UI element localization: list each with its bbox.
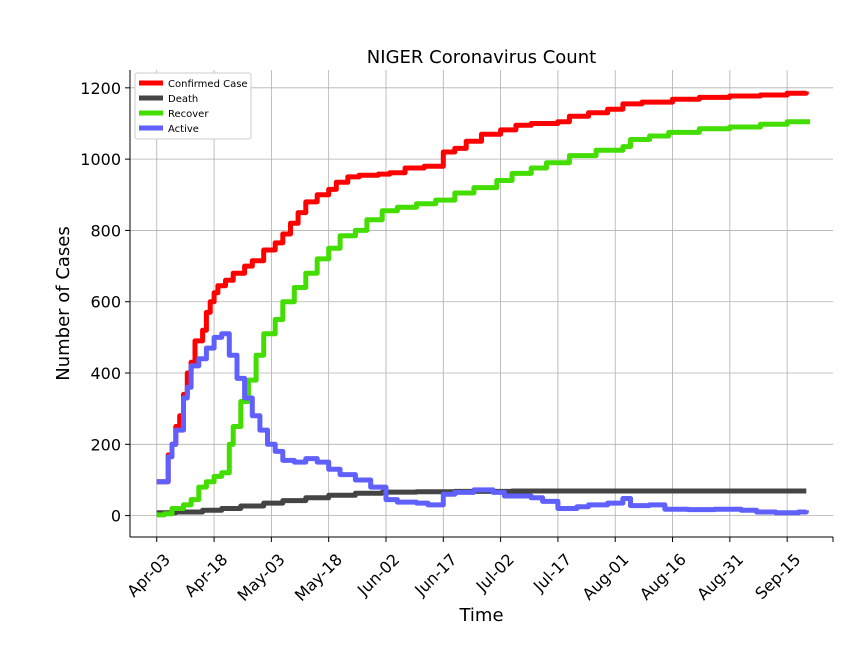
x-tick-label: Jun-17 (410, 550, 460, 600)
y-tick-label: 400 (90, 364, 121, 383)
x-tick-label: May-03 (234, 550, 289, 605)
series-lines (156, 90, 811, 518)
y-tick-label: 0 (111, 507, 121, 526)
y-tick-label: 200 (90, 435, 121, 454)
x-ticks: Apr-03 Apr-18 May-03 May-18 Jun-02 Jun-17 Jul-… (123, 537, 834, 605)
series-line-recover (156, 119, 811, 518)
y-axis-title: Number of Cases (53, 226, 74, 381)
x-tick-label: Apr-18 (181, 550, 232, 601)
legend-label: Death (168, 94, 198, 105)
legend-label: Recover (168, 109, 209, 120)
chart-title: NIGER Coronavirus Count (367, 47, 596, 68)
y-tick-label: 600 (90, 293, 121, 312)
x-tick-label: Aug-16 (636, 550, 690, 604)
series-line-confirmed-case (156, 90, 809, 485)
legend-label: Active (168, 124, 199, 135)
y-tick-label: 1000 (80, 150, 121, 169)
x-tick-label: Aug-01 (579, 550, 633, 604)
legend-frame (134, 72, 252, 140)
grid (130, 70, 833, 537)
x-tick-label: Sep-15 (751, 550, 804, 603)
legend-label: Confirmed Case (168, 79, 248, 90)
series-line-active (156, 331, 809, 516)
legend: Confirmed Case Death Recover Active (134, 72, 252, 140)
x-tick-label: Aug-31 (693, 550, 747, 604)
series-line-death (156, 488, 807, 516)
x-tick-label: Jul-02 (472, 550, 518, 596)
x-axis-title: Time (458, 605, 503, 626)
x-tick-label: Apr-03 (123, 550, 174, 601)
axes (129, 70, 833, 538)
x-tick-label: Jul-17 (529, 550, 575, 596)
x-tick-label: May-18 (291, 550, 346, 605)
y-tick-label: 1200 (80, 79, 121, 98)
y-tick-label: 800 (90, 221, 121, 240)
y-ticks: 0 200 400 600 800 1000 1200 (80, 79, 130, 526)
x-tick-label: Jun-02 (353, 550, 403, 600)
